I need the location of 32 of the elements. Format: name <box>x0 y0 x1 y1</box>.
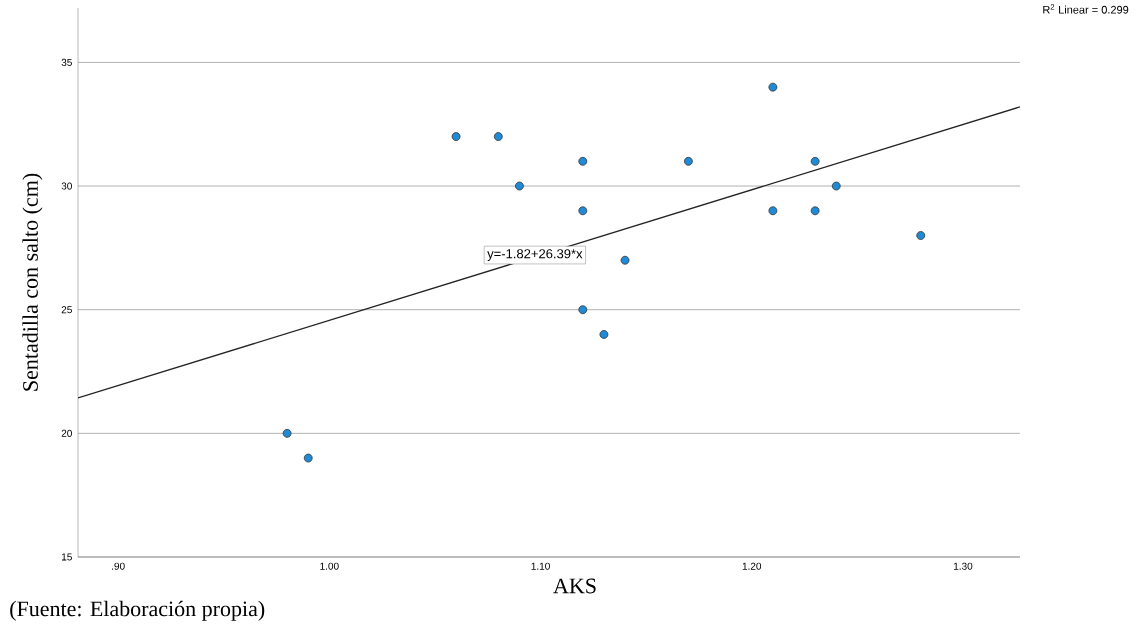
point <box>684 156 693 166</box>
x-tick-label: 1.10 <box>531 562 550 570</box>
annotation: y=-1.82+26.39*x <box>487 249 583 261</box>
point <box>578 206 588 216</box>
point <box>620 255 630 265</box>
x-tick-label: 1.00 <box>320 562 339 570</box>
y-tick-label: 15 <box>61 553 72 561</box>
point <box>768 82 778 92</box>
text: (Fuente: Elaboración propia) <box>10 600 265 621</box>
point <box>303 453 313 463</box>
x-tick-label: 1.30 <box>954 562 973 570</box>
point <box>810 206 820 216</box>
x-axis-title: AKS <box>553 578 596 594</box>
point <box>515 181 524 191</box>
point <box>493 132 503 141</box>
x-tick-label: .90 <box>112 562 125 570</box>
point <box>810 156 820 166</box>
point <box>578 156 588 166</box>
point <box>282 428 292 438</box>
point <box>768 206 778 216</box>
point <box>451 132 461 141</box>
text: R$^{2}$ Linear = 0.299 <box>1043 4 1129 14</box>
point <box>831 181 841 191</box>
y-tick-label: 25 <box>61 306 72 314</box>
point <box>578 305 588 315</box>
point <box>599 330 609 339</box>
y-tick-label: 35 <box>61 58 72 66</box>
x-tick-label: 1.20 <box>742 562 762 570</box>
y-tick-label: 30 <box>61 182 72 190</box>
y-axis-title: Sentadilla con salto (cm) <box>22 173 43 391</box>
point <box>916 231 926 240</box>
y-tick-label: 20 <box>61 429 72 437</box>
